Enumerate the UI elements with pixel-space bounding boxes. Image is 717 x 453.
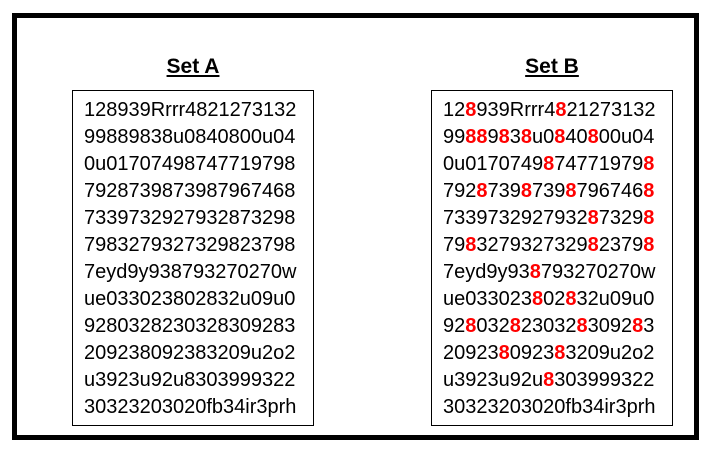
highlight-char: 8 xyxy=(465,234,477,256)
highlight-char: 8 xyxy=(465,99,477,121)
highlight-char: 8 xyxy=(465,126,477,148)
highlight-char: 8 xyxy=(476,126,488,148)
highlight-char: 8 xyxy=(632,315,644,337)
highlight-char: 8 xyxy=(587,234,599,256)
highlight-char: 8 xyxy=(565,180,577,202)
highlight-char: 8 xyxy=(509,315,521,337)
highlight-char: 8 xyxy=(529,261,541,283)
char-line: 30323203020fb34ir3prh xyxy=(84,396,297,418)
highlight-char: 8 xyxy=(555,99,567,121)
highlight-char: 8 xyxy=(543,153,555,175)
char-line: 128939Rrrr4821273132 xyxy=(443,99,656,121)
set-a-title: Set A xyxy=(166,55,220,78)
char-line: 7928739873987967468 xyxy=(84,180,296,202)
set-b-title: Set B xyxy=(525,55,579,78)
char-line: 128939Rrrr4821273132 xyxy=(84,99,297,121)
highlight-char: 8 xyxy=(465,315,477,337)
char-line: 209238092383209u2o2 xyxy=(84,342,296,364)
char-line: 30323203020fb34ir3prh xyxy=(443,396,656,418)
highlight-char: 8 xyxy=(643,153,655,175)
char-line: 7339732927932873298 xyxy=(84,207,296,229)
char-line: 99889838u0840800u04 xyxy=(84,126,296,148)
panel-set-b: Set B 128939Rrrr4821273132 99889838u08408… xyxy=(431,54,673,426)
char-line: 7339732927932873298 xyxy=(443,207,655,229)
char-line: 9280328230328309283 xyxy=(443,315,655,337)
highlight-char: 8 xyxy=(565,288,577,310)
highlight-char: 8 xyxy=(498,126,510,148)
highlight-char: 8 xyxy=(643,180,655,202)
char-line: 0u01707498747719798 xyxy=(443,153,655,175)
highlight-char: 8 xyxy=(643,207,655,229)
panel-set-a: Set A 128939Rrrr4821273132 99889838u08408… xyxy=(72,54,314,426)
highlight-char: 8 xyxy=(520,180,532,202)
highlight-char: 8 xyxy=(554,126,566,148)
highlight-char: 8 xyxy=(543,369,555,391)
char-line: 7eyd9y938793270270w xyxy=(84,261,297,283)
char-line: 7983279327329823798 xyxy=(84,234,296,256)
highlight-char: 8 xyxy=(587,126,599,148)
set-a-char-grid: 128939Rrrr4821273132 99889838u0840800u04 0… xyxy=(72,90,314,426)
highlight-char: 8 xyxy=(554,342,566,364)
highlight-char: 8 xyxy=(643,234,655,256)
char-line: ue033023802832u09u0 xyxy=(84,288,296,310)
char-line: 7928739873987967468 xyxy=(443,180,655,202)
highlight-char: 8 xyxy=(532,288,544,310)
char-line: 99889838u0840800u04 xyxy=(443,126,655,148)
highlight-char: 8 xyxy=(587,207,599,229)
char-line: 9280328230328309283 xyxy=(84,315,296,337)
char-line: 0u01707498747719798 xyxy=(84,153,296,175)
highlight-char: 8 xyxy=(498,342,510,364)
char-line: 209238092383209u2o2 xyxy=(443,342,655,364)
highlight-char: 8 xyxy=(520,126,532,148)
highlight-char: 8 xyxy=(476,180,488,202)
char-line: u3923u92u8303999322 xyxy=(443,369,655,391)
outer-border-frame: Set A 128939Rrrr4821273132 99889838u08408… xyxy=(12,13,699,440)
highlight-char: 8 xyxy=(576,315,588,337)
char-line: ue033023802832u09u0 xyxy=(443,288,655,310)
set-b-char-grid: 128939Rrrr4821273132 99889838u0840800u04 0… xyxy=(431,90,673,426)
char-line: 7983279327329823798 xyxy=(443,234,655,256)
char-line: u3923u92u8303999322 xyxy=(84,369,296,391)
char-line: 7eyd9y938793270270w xyxy=(443,261,656,283)
